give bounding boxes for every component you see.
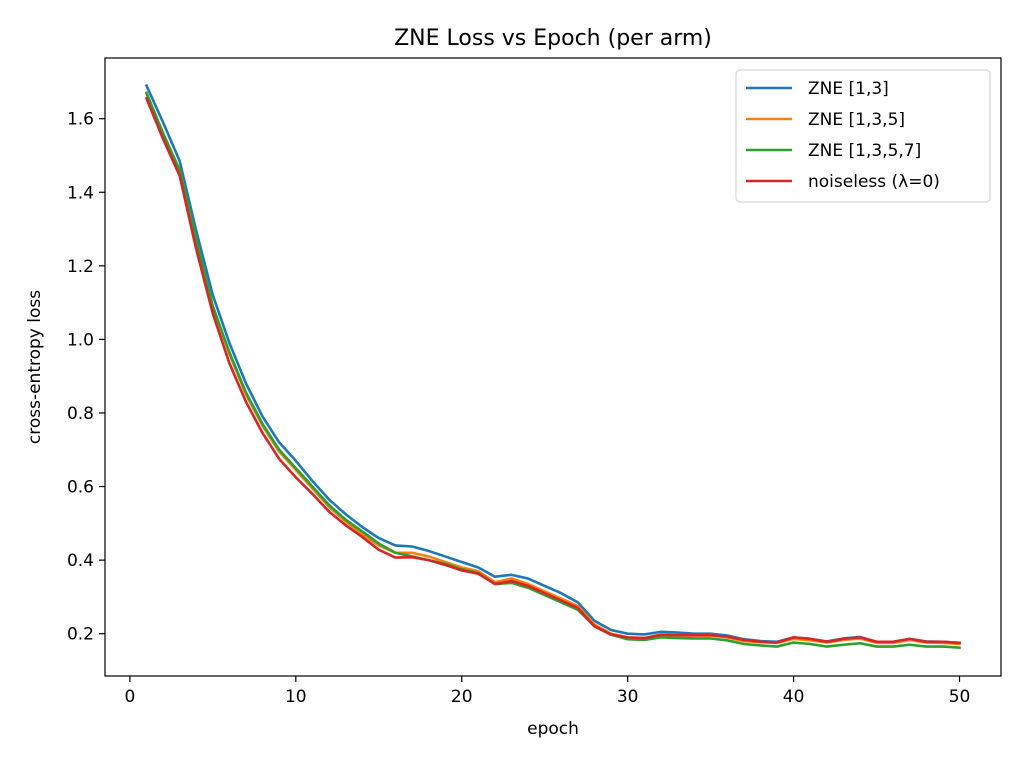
series-line-2	[144, 91, 961, 650]
y-tick-label: 1.4	[67, 183, 94, 203]
legend-box	[735, 69, 991, 203]
chart-title: ZNE Loss vs Epoch (per arm)	[394, 26, 712, 51]
y-axis-ticks: 0.2 0.4 0.6 0.8 1.0 1.2 1.4 1.6	[67, 110, 105, 645]
x-axis-label: epoch	[527, 719, 579, 739]
series-lines	[144, 83, 961, 650]
y-axis-label: cross-entropy loss	[25, 290, 45, 444]
y-tick-label: 1.6	[67, 110, 94, 130]
legend: ZNE [1,3] ZNE [1,3,5] ZNE [1,3,5,7] noisele…	[735, 69, 991, 203]
plot-frame	[104, 57, 1002, 677]
y-tick-label: 0.4	[67, 551, 94, 571]
legend-label-1: ZNE [1,3,5]	[808, 110, 905, 130]
y-tick-label: 0.8	[67, 404, 94, 424]
x-tick-label: 30	[617, 687, 639, 707]
x-tick-label: 0	[124, 687, 135, 707]
y-tick-label: 1.0	[67, 330, 94, 350]
x-tick-label: 50	[949, 687, 971, 707]
legend-label-0: ZNE [1,3]	[808, 79, 889, 99]
legend-label-2: ZNE [1,3,5,7]	[808, 141, 921, 161]
y-tick-label: 0.6	[67, 478, 94, 498]
x-axis-ticks: 0 10 20 30 40 50	[124, 676, 970, 707]
x-tick-label: 20	[451, 687, 473, 707]
x-tick-label: 10	[285, 687, 307, 707]
legend-label-3: noiseless (λ=0)	[808, 172, 940, 192]
series-line-3	[144, 96, 961, 645]
x-tick-label: 40	[783, 687, 805, 707]
y-tick-label: 1.2	[67, 257, 94, 277]
y-tick-label: 0.2	[67, 625, 94, 645]
